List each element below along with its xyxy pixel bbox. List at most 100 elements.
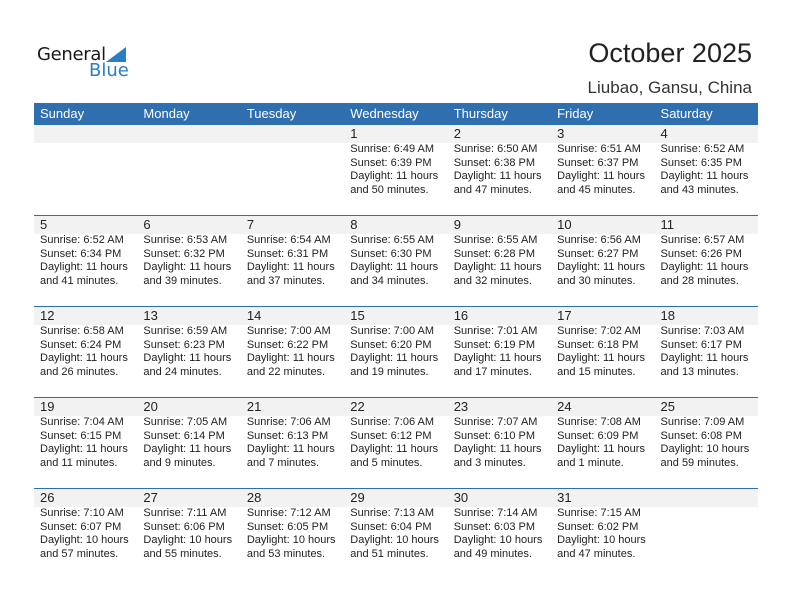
daylight-minutes: and 55 minutes. [143,547,222,560]
daylight-hours: Daylight: 11 hours [40,261,128,273]
sunset-time: Sunset: 6:07 PM [40,520,122,533]
day-cell: 18 Sunrise: 7:03 AM Sunset: 6:17 PM Dayligh… [655,307,758,397]
sunset-time: Sunset: 6:14 PM [143,429,225,442]
sunset-time: Sunset: 6:23 PM [143,338,225,351]
day-cell: 31 Sunrise: 7:15 AM Sunset: 6:02 PM Dayligh… [551,489,654,579]
daylight-hours: Daylight: 11 hours [453,352,542,364]
daylight-minutes: and 28 minutes. [660,274,739,287]
day-number: 13 [143,308,158,323]
daylight-minutes: and 15 minutes. [557,365,636,378]
daylight-hours: Daylight: 10 hours [40,534,129,546]
daylight-minutes: and 43 minutes. [660,183,739,196]
sunset-time: Sunset: 6:22 PM [246,338,329,351]
daylight-minutes: and 59 minutes. [660,456,739,469]
daylight-hours: Daylight: 11 hours [557,170,645,182]
day-number: 2 [453,126,461,141]
day-number: 26 [40,490,55,505]
weekday-monday: Monday [143,106,190,121]
daylight-hours: Daylight: 10 hours [246,534,336,546]
daylight-hours: Daylight: 11 hours [660,352,749,364]
sunrise-time: Sunrise: 7:08 AM [557,416,641,428]
sunrise-time: Sunrise: 6:56 AM [557,234,641,246]
daylight-hours: Daylight: 10 hours [143,534,233,546]
page-title: October 2025 [588,38,752,68]
day-cell: 6 Sunrise: 6:53 AM Sunset: 6:32 PM Daylight… [137,216,240,306]
daylight-minutes: and 22 minutes. [246,365,326,378]
day-cell: 29 Sunrise: 7:13 AM Sunset: 6:04 PM Dayligh… [344,489,447,579]
day-number: 15 [350,308,365,323]
day-cell: 8 Sunrise: 6:55 AM Sunset: 6:30 PM Daylight… [344,216,447,306]
day-cell: 3 Sunrise: 6:51 AM Sunset: 6:37 PM Daylight… [551,125,654,215]
week-row: 12 Sunrise: 6:58 AM Sunset: 6:24 PM Dayligh… [34,306,758,397]
day-cell: 21 Sunrise: 7:06 AM Sunset: 6:13 PM Dayligh… [241,398,344,488]
sunrise-time: Sunrise: 7:01 AM [453,325,538,337]
week-row: 26 Sunrise: 7:10 AM Sunset: 6:07 PM Dayligh… [34,488,758,579]
daylight-hours: Daylight: 11 hours [246,443,335,455]
sunset-time: Sunset: 6:26 PM [660,247,742,260]
sunset-time: Sunset: 6:39 PM [350,156,432,169]
sunset-time: Sunset: 6:03 PM [453,520,536,533]
sunrise-time: Sunrise: 7:10 AM [40,507,124,519]
day-number: 30 [453,490,469,505]
daylight-hours: Daylight: 11 hours [453,170,542,182]
day-number: 28 [246,490,262,505]
day-cell: 15 Sunrise: 7:00 AM Sunset: 6:20 PM Dayligh… [344,307,447,397]
day-number: 17 [557,308,572,323]
sunrise-time: Sunrise: 7:14 AM [453,507,538,519]
day-number: 3 [557,126,565,141]
empty-cell [241,125,344,215]
logo-triangle-icon [106,47,126,62]
sunset-time: Sunset: 6:15 PM [40,429,122,442]
daylight-hours: Daylight: 11 hours [350,352,439,364]
weekday-saturday: Saturday [660,106,713,121]
daylight-minutes: and 47 minutes. [557,547,636,560]
sunset-time: Sunset: 6:30 PM [350,247,432,260]
day-cell: 27 Sunrise: 7:11 AM Sunset: 6:06 PM Dayligh… [137,489,240,579]
day-number: 11 [660,217,675,232]
daylight-hours: Daylight: 11 hours [143,352,232,364]
daylight-minutes: and 47 minutes. [453,183,532,196]
sunrise-time: Sunrise: 6:52 AM [40,234,124,246]
sunset-time: Sunset: 6:32 PM [143,247,225,260]
day-cell: 16 Sunrise: 7:01 AM Sunset: 6:19 PM Dayligh… [448,307,551,397]
day-number: 4 [660,126,668,141]
day-number: 6 [143,217,151,232]
daylight-minutes: and 39 minutes. [143,274,222,287]
daylight-hours: Daylight: 10 hours [557,534,646,546]
sunrise-time: Sunrise: 6:58 AM [40,325,124,337]
sunrise-time: Sunrise: 7:11 AM [143,507,227,519]
sunrise-time: Sunrise: 7:06 AM [246,416,331,428]
daylight-minutes: and 45 minutes. [557,183,636,196]
day-cell: 13 Sunrise: 6:59 AM Sunset: 6:23 PM Dayligh… [137,307,240,397]
empty-cell [137,125,240,215]
day-cell: 10 Sunrise: 6:56 AM Sunset: 6:27 PM Dayligh… [551,216,654,306]
day-number: 7 [246,217,255,232]
daylight-hours: Daylight: 11 hours [453,443,542,455]
day-number: 23 [453,399,469,414]
empty-cell [655,489,758,579]
sunset-time: Sunset: 6:38 PM [453,156,536,169]
sunset-time: Sunset: 6:02 PM [557,520,639,533]
day-cell: 26 Sunrise: 7:10 AM Sunset: 6:07 PM Dayligh… [34,489,137,579]
sunset-time: Sunset: 6:19 PM [453,338,536,351]
daylight-hours: Daylight: 11 hours [660,170,749,182]
week-row: 19 Sunrise: 7:04 AM Sunset: 6:15 PM Dayligh… [34,397,758,488]
sunrise-time: Sunrise: 7:05 AM [143,416,228,428]
day-number: 22 [350,399,365,414]
sunset-time: Sunset: 6:35 PM [660,156,742,169]
day-cell: 2 Sunrise: 6:50 AM Sunset: 6:38 PM Daylight… [448,125,551,215]
sunrise-time: Sunrise: 6:51 AM [557,143,641,155]
sunset-time: Sunset: 6:12 PM [350,429,432,442]
sunrise-time: Sunrise: 6:59 AM [143,325,228,337]
sunrise-time: Sunrise: 6:55 AM [453,234,538,246]
sunrise-time: Sunrise: 7:04 AM [40,416,124,428]
day-cell: 14 Sunrise: 7:00 AM Sunset: 6:22 PM Dayligh… [241,307,344,397]
daylight-minutes: and 53 minutes. [246,547,326,560]
weekday-friday: Friday [557,106,594,121]
daylight-minutes: and 5 minutes. [350,456,423,469]
sunset-time: Sunset: 6:13 PM [246,429,329,442]
daylight-hours: Daylight: 11 hours [246,352,335,364]
logo-general-text: General [37,44,106,65]
day-cell: 11 Sunrise: 6:57 AM Sunset: 6:26 PM Dayligh… [655,216,758,306]
sunrise-time: Sunrise: 6:53 AM [143,234,228,246]
